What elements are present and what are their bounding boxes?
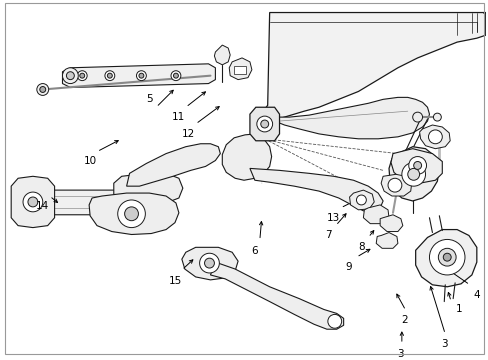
Circle shape bbox=[256, 116, 272, 132]
Text: 14: 14 bbox=[36, 201, 49, 211]
Circle shape bbox=[427, 130, 441, 144]
Text: 4: 4 bbox=[472, 290, 479, 300]
Circle shape bbox=[40, 86, 45, 93]
Circle shape bbox=[443, 253, 450, 261]
Polygon shape bbox=[214, 45, 230, 65]
Text: 3: 3 bbox=[397, 349, 404, 359]
Polygon shape bbox=[363, 205, 388, 224]
Polygon shape bbox=[210, 262, 343, 329]
Circle shape bbox=[401, 162, 425, 186]
Circle shape bbox=[37, 84, 49, 95]
Text: 2: 2 bbox=[401, 315, 407, 325]
Circle shape bbox=[107, 73, 112, 78]
Text: 7: 7 bbox=[325, 230, 331, 240]
Circle shape bbox=[412, 112, 422, 122]
Circle shape bbox=[327, 314, 341, 328]
Text: 12: 12 bbox=[182, 129, 195, 139]
Circle shape bbox=[428, 239, 464, 275]
Circle shape bbox=[77, 71, 87, 81]
Polygon shape bbox=[349, 190, 373, 210]
Polygon shape bbox=[126, 144, 220, 186]
Text: 8: 8 bbox=[357, 242, 364, 252]
Circle shape bbox=[139, 73, 143, 78]
Circle shape bbox=[407, 168, 419, 180]
Polygon shape bbox=[249, 107, 279, 141]
Polygon shape bbox=[62, 64, 215, 87]
Text: 10: 10 bbox=[83, 156, 97, 166]
Circle shape bbox=[136, 71, 146, 81]
Circle shape bbox=[387, 178, 401, 192]
Polygon shape bbox=[18, 190, 141, 215]
Polygon shape bbox=[415, 230, 476, 287]
Circle shape bbox=[124, 207, 138, 221]
Text: 1: 1 bbox=[455, 305, 462, 315]
Circle shape bbox=[204, 258, 214, 268]
Text: 5: 5 bbox=[146, 94, 152, 104]
Circle shape bbox=[80, 73, 84, 78]
Polygon shape bbox=[11, 176, 55, 228]
Circle shape bbox=[171, 71, 181, 81]
Polygon shape bbox=[388, 147, 438, 201]
Polygon shape bbox=[390, 149, 441, 183]
Polygon shape bbox=[261, 13, 485, 121]
Polygon shape bbox=[222, 134, 271, 180]
Circle shape bbox=[199, 253, 219, 273]
Polygon shape bbox=[375, 233, 397, 248]
Text: 3: 3 bbox=[440, 339, 447, 349]
Text: 9: 9 bbox=[345, 262, 351, 272]
Circle shape bbox=[118, 200, 145, 228]
Circle shape bbox=[62, 68, 78, 84]
Text: 15: 15 bbox=[168, 276, 181, 286]
Polygon shape bbox=[114, 173, 183, 203]
Text: 11: 11 bbox=[172, 112, 185, 122]
Polygon shape bbox=[249, 168, 382, 212]
Circle shape bbox=[23, 192, 42, 212]
Circle shape bbox=[432, 113, 440, 121]
Circle shape bbox=[356, 195, 366, 205]
Polygon shape bbox=[267, 97, 428, 139]
Polygon shape bbox=[419, 125, 449, 149]
Polygon shape bbox=[229, 58, 251, 80]
Circle shape bbox=[173, 73, 178, 78]
Circle shape bbox=[260, 120, 268, 128]
Bar bbox=[234, 66, 245, 74]
Circle shape bbox=[413, 162, 421, 170]
Polygon shape bbox=[182, 247, 238, 280]
Circle shape bbox=[66, 72, 74, 80]
Circle shape bbox=[105, 71, 115, 81]
Polygon shape bbox=[89, 193, 179, 234]
Circle shape bbox=[28, 197, 38, 207]
Text: 13: 13 bbox=[326, 213, 340, 223]
Polygon shape bbox=[380, 174, 411, 196]
Polygon shape bbox=[379, 215, 402, 231]
Circle shape bbox=[437, 248, 455, 266]
Circle shape bbox=[408, 157, 426, 174]
Text: 6: 6 bbox=[251, 246, 258, 256]
